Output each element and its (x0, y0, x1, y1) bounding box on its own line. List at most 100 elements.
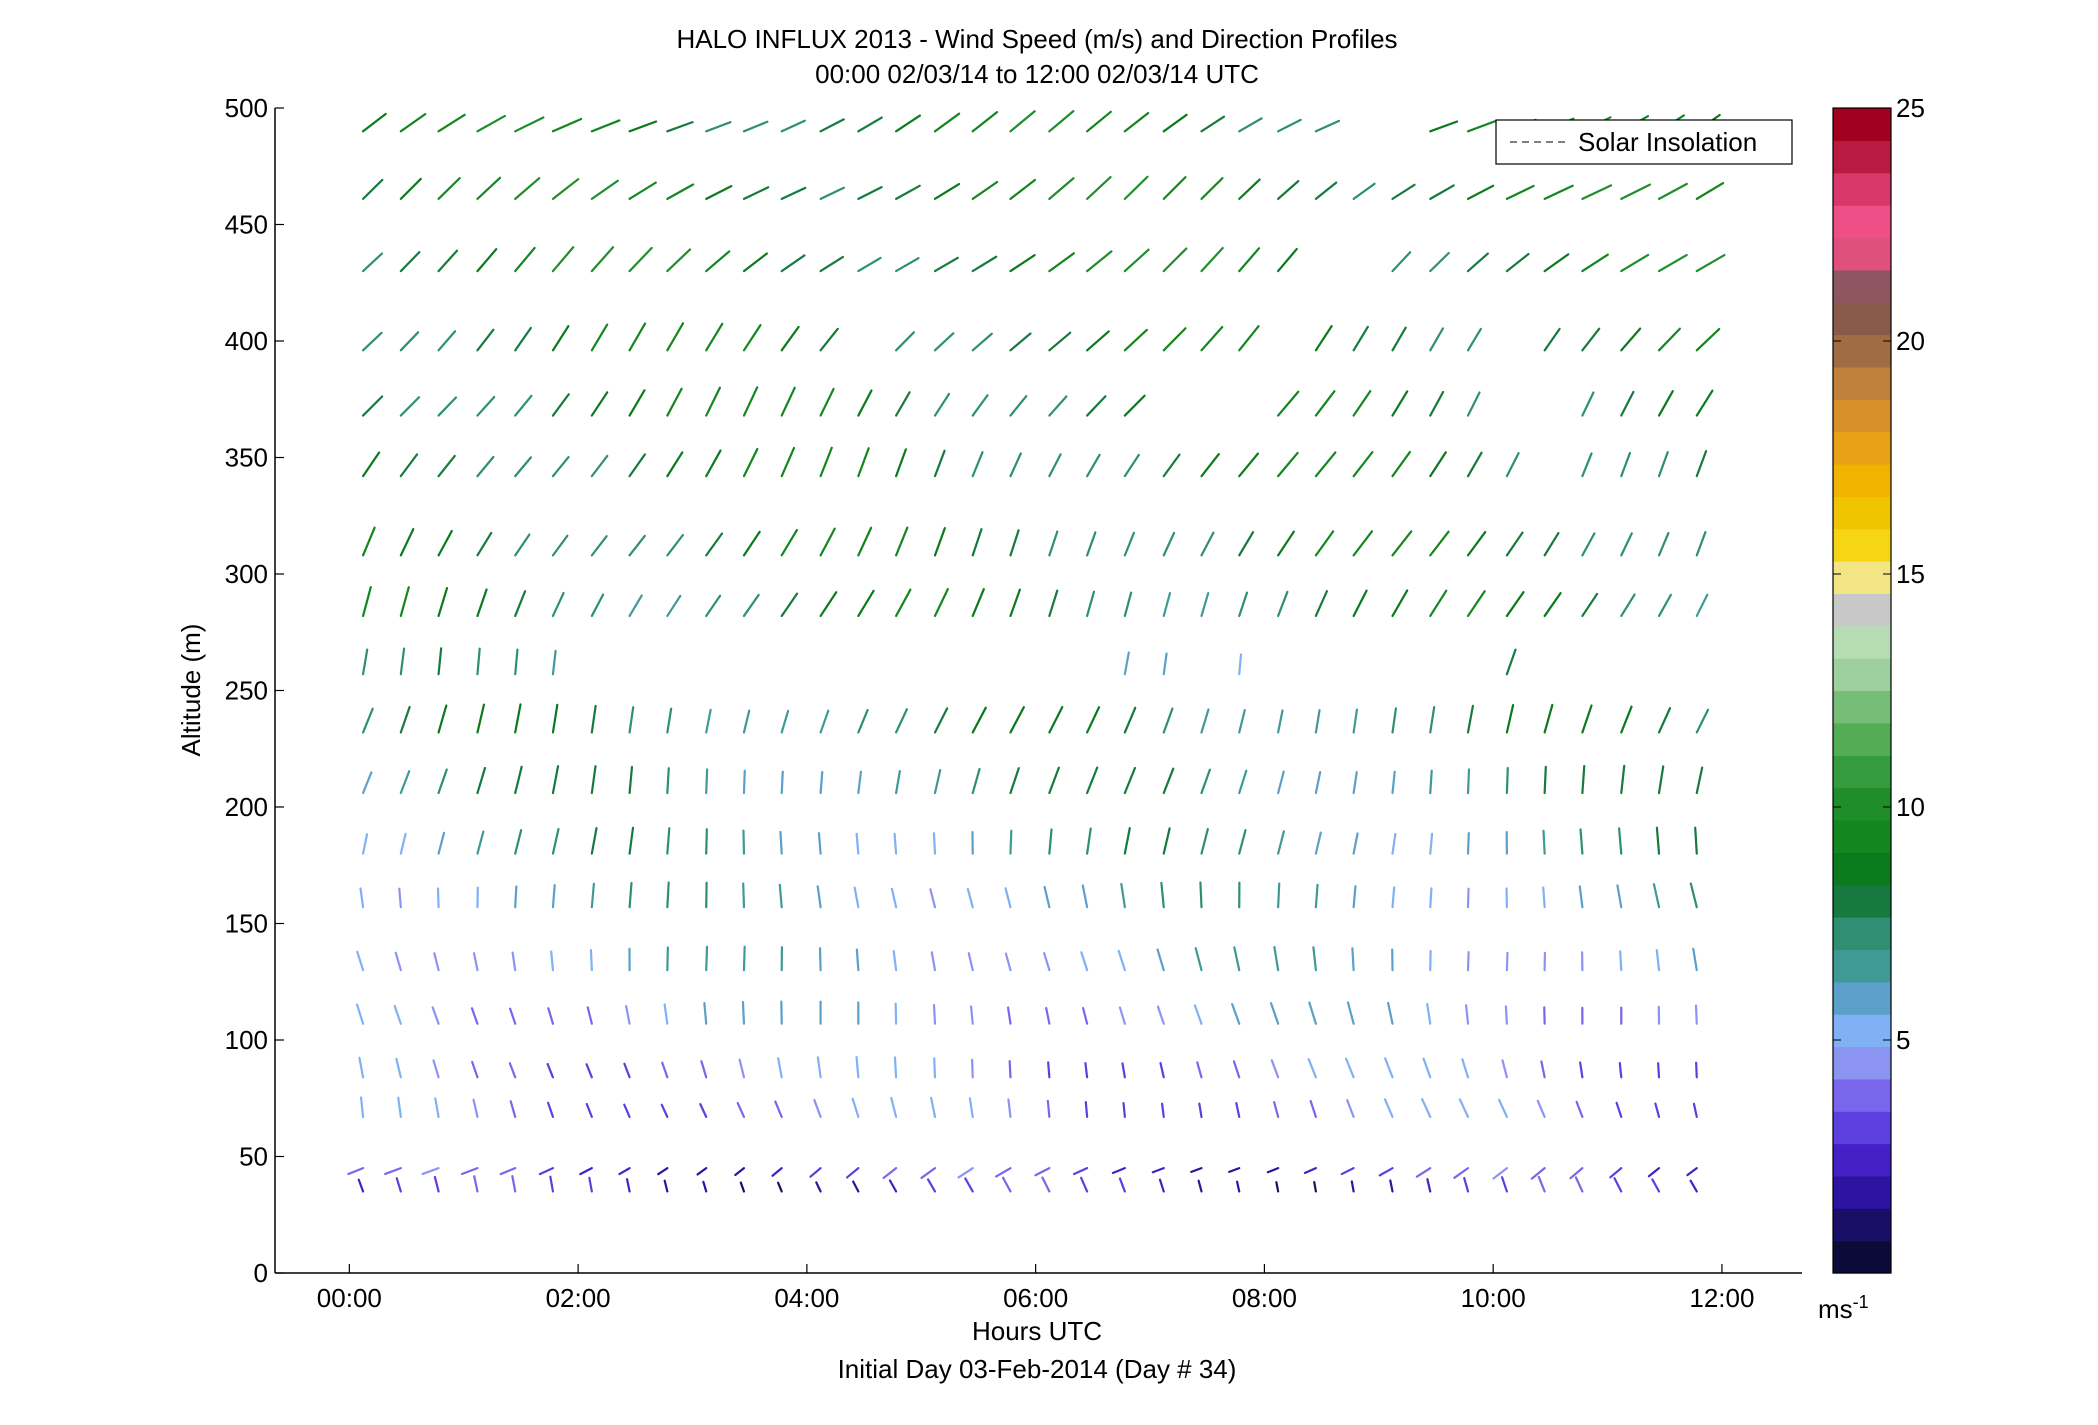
wind-vector (857, 770, 863, 795)
wind-vector (1617, 827, 1623, 855)
wind-vector (971, 180, 999, 200)
wind-vector (1352, 708, 1359, 734)
wind-vector (1429, 887, 1433, 909)
wind-vector (857, 589, 875, 618)
wind-vector (1543, 765, 1547, 795)
y-axis-ticks: 0 50 100 150 200 250 300 350 400 450 500 (225, 93, 284, 1288)
wind-vector (399, 331, 420, 352)
wind-vector (819, 591, 838, 618)
wind-vector (742, 530, 761, 557)
wind-vector (1314, 530, 1335, 557)
wind-vector (703, 1001, 708, 1025)
wind-vector (742, 386, 759, 417)
wind-vector (661, 1061, 669, 1079)
wind-vector (852, 1180, 860, 1193)
wind-vector (1080, 951, 1089, 972)
wind-vector (550, 950, 555, 972)
wind-vector (1009, 529, 1020, 557)
wind-vector (1200, 768, 1211, 795)
colorbar-band (1833, 1014, 1891, 1048)
wind-vector (933, 587, 949, 618)
wind-vector (432, 1059, 440, 1079)
wind-vector (437, 704, 448, 734)
wind-vector (1466, 704, 1474, 734)
wind-vector (1277, 882, 1281, 909)
wind-vector (1190, 1167, 1203, 1173)
wind-vector (1619, 950, 1623, 972)
wind-vector (741, 1000, 746, 1025)
wind-vector (1123, 248, 1150, 273)
wind-vector (1001, 1176, 1012, 1193)
wind-vector (514, 765, 523, 795)
wind-vector (666, 183, 695, 200)
wind-vector (666, 533, 685, 557)
wind-vector (1084, 1101, 1089, 1118)
wind-vector (1352, 182, 1376, 200)
wind-vector (742, 593, 760, 618)
wind-vector (361, 331, 383, 352)
wind-vector (1081, 884, 1089, 909)
x-axis-sublabel: Initial Day 03-Feb-2014 (Day # 34) (838, 1354, 1237, 1384)
wind-vector (1466, 887, 1470, 909)
wind-vector (742, 882, 746, 909)
wind-vector (857, 447, 870, 478)
wind-vector (1238, 591, 1249, 618)
wind-vector (1048, 453, 1062, 478)
wind-vector (1415, 1167, 1432, 1178)
wind-vector (771, 1167, 783, 1177)
wind-vector (628, 534, 646, 557)
wind-vector (857, 256, 882, 273)
wind-vector (1505, 531, 1524, 557)
wind-vector (933, 392, 951, 417)
wind-vector (705, 250, 731, 273)
colorbar-band (1833, 463, 1891, 497)
wind-vector (1391, 390, 1409, 417)
wind-vector (1429, 327, 1445, 352)
wind-vector (361, 833, 369, 855)
wind-vector (1193, 1004, 1203, 1025)
wind-vector (819, 709, 830, 734)
wind-vector (1199, 881, 1203, 909)
wind-vector (1657, 451, 1669, 478)
wind-vector (1500, 1176, 1508, 1193)
colorbar-frame (1832, 107, 1892, 1274)
wind-vector (1505, 184, 1535, 200)
wind-vector (893, 832, 898, 855)
wind-vector (819, 770, 824, 795)
wind-vector (1695, 389, 1714, 417)
wind-vector (433, 952, 440, 972)
wind-vector (393, 1004, 402, 1025)
wind-vector (663, 1179, 669, 1193)
wind-vector (1314, 709, 1321, 734)
wind-vector (776, 1181, 783, 1193)
wind-vector (1542, 886, 1546, 909)
wind-vector (1581, 764, 1586, 795)
wind-vector (547, 1007, 555, 1025)
y-tick-label: 100 (225, 1025, 268, 1055)
wind-vector (628, 453, 646, 478)
wind-vector (666, 946, 669, 972)
wind-vector (930, 951, 937, 972)
wind-vector (933, 182, 961, 200)
wind-vector (932, 832, 937, 855)
colorbar-band (1833, 852, 1891, 886)
wind-vector (551, 827, 560, 855)
wind-vector (551, 455, 570, 478)
wind-vector (1352, 390, 1372, 417)
x-axis-ticks: 00:00 02:00 04:00 06:00 08:00 10:00 12:00 (317, 1264, 1754, 1313)
wind-vector (1048, 530, 1059, 557)
wind-vector (1651, 1178, 1661, 1193)
wind-vector (1429, 832, 1434, 855)
wind-vector (705, 768, 709, 795)
wind-vector (1378, 1167, 1394, 1177)
wind-vector (399, 832, 407, 855)
wind-vector (1161, 1102, 1165, 1118)
y-tick-label: 350 (225, 443, 268, 473)
wind-vector (1657, 593, 1672, 618)
wind-vector (476, 830, 485, 855)
x-axis-label: Hours UTC (972, 1316, 1102, 1346)
wind-vector (514, 648, 519, 676)
wind-vector (1657, 707, 1672, 734)
wind-vector (1581, 704, 1593, 734)
wind-vector (705, 449, 722, 478)
